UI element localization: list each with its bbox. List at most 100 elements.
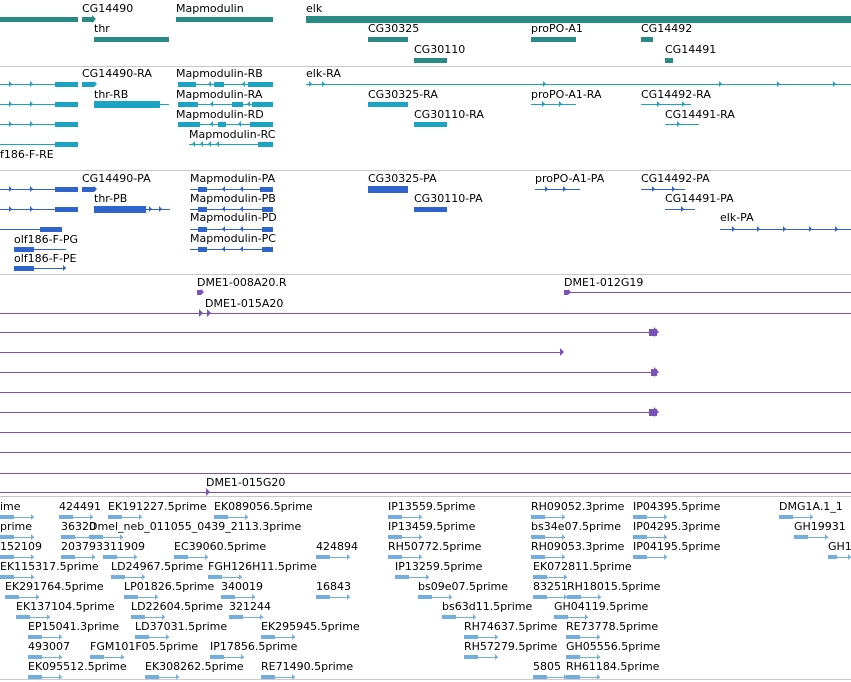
clone-end[interactable] — [651, 369, 657, 376]
feature-intron-line[interactable] — [0, 392, 851, 393]
feature-intron-line[interactable] — [0, 332, 655, 333]
feature-block[interactable] — [94, 101, 160, 108]
clone-end[interactable] — [564, 290, 568, 295]
transcript-label[interactable]: CG14491-RA — [665, 108, 735, 121]
feature-intron-line[interactable] — [14, 268, 66, 269]
est-line[interactable] — [464, 657, 498, 658]
transcript-label[interactable]: CG30325-RA — [368, 88, 438, 101]
feature-block[interactable] — [214, 82, 224, 87]
est-label[interactable]: IP13459.5prime — [388, 520, 476, 533]
gene-label[interactable]: CG14491 — [665, 43, 717, 56]
gene-bar[interactable] — [176, 17, 273, 22]
est-label[interactable]: EK095512.5prime — [28, 660, 127, 673]
feature-block[interactable] — [414, 207, 447, 212]
feature-block[interactable] — [198, 187, 207, 192]
est-line[interactable] — [59, 517, 93, 518]
est-line[interactable] — [89, 537, 123, 538]
protein-label[interactable]: CG30110-PA — [414, 192, 483, 205]
feature-intron-line[interactable] — [0, 209, 78, 210]
est-label[interactable]: 493007 — [28, 640, 70, 653]
feature-block[interactable] — [252, 102, 273, 107]
gene-bar[interactable] — [368, 37, 408, 42]
est-line[interactable] — [388, 537, 422, 538]
est-line[interactable] — [554, 617, 588, 618]
est-line[interactable] — [633, 517, 667, 518]
est-label[interactable]: EK291764.5prime — [5, 580, 104, 593]
gene-bar[interactable] — [94, 37, 169, 42]
transcript-label[interactable]: f186-F-RE — [0, 148, 54, 161]
feature-block[interactable] — [218, 122, 226, 127]
feature-block[interactable] — [198, 247, 207, 252]
transcript-label[interactable]: proPO-A1-RA — [531, 88, 602, 101]
feature-intron-line[interactable] — [0, 473, 851, 474]
feature-intron-line[interactable] — [641, 104, 691, 105]
est-label[interactable]: 16843 — [316, 580, 351, 593]
protein-label[interactable]: Mapmodulin-PA — [190, 172, 276, 185]
feature-intron-line[interactable] — [0, 452, 851, 453]
feature-block[interactable] — [260, 187, 273, 192]
est-label[interactable]: RH61184.5prime — [566, 660, 660, 673]
feature-intron-line[interactable] — [190, 249, 273, 250]
clone-label[interactable]: DME1-012G19 — [564, 276, 644, 289]
est-label[interactable]: 36320 — [61, 520, 96, 533]
est-line[interactable] — [779, 517, 813, 518]
gene-bar[interactable] — [306, 16, 851, 23]
est-line[interactable] — [566, 677, 600, 678]
gene-bar[interactable] — [665, 58, 673, 63]
est-label[interactable]: EK115317.5prime — [0, 560, 99, 573]
est-label[interactable]: 5805 — [533, 660, 561, 673]
clone-label[interactable]: DME1-008A20.R — [197, 276, 287, 289]
feature-intron-line[interactable] — [665, 124, 699, 125]
feature-intron-line[interactable] — [0, 229, 62, 230]
est-label[interactable]: IP13259.5prime — [395, 560, 483, 573]
est-label[interactable]: RH74637.5prime — [464, 620, 558, 633]
feature-block[interactable] — [198, 207, 207, 212]
feature-block[interactable] — [368, 102, 408, 107]
feature-intron-line[interactable] — [0, 144, 78, 145]
feature-intron-line[interactable] — [641, 189, 685, 190]
est-label[interactable]: IP04195.5prime — [633, 540, 721, 553]
est-line[interactable] — [16, 617, 50, 618]
est-line[interactable] — [0, 577, 34, 578]
transcript-label[interactable]: Mapmodulin-RA — [176, 88, 263, 101]
est-label[interactable]: Dmel_neb_011055_0439_2113.3prime — [89, 520, 302, 533]
gene-bar[interactable] — [414, 58, 447, 63]
feature-block[interactable] — [368, 186, 408, 193]
feature-intron-line[interactable] — [196, 84, 273, 85]
protein-label[interactable]: proPO-A1-PA — [535, 172, 605, 185]
est-label[interactable]: ime — [0, 500, 21, 513]
est-label[interactable]: EK137104.5prime — [16, 600, 115, 613]
est-line[interactable] — [229, 617, 263, 618]
transcript-label[interactable]: thr-RB — [94, 88, 129, 101]
est-label[interactable]: FGM101F05.5prime — [90, 640, 199, 653]
est-line[interactable] — [103, 557, 137, 558]
est-line[interactable] — [388, 557, 422, 558]
transcript-label[interactable]: Mapmodulin-RC — [189, 128, 276, 141]
protein-label[interactable]: CG14492-PA — [641, 172, 710, 185]
est-line[interactable] — [395, 577, 429, 578]
est-label[interactable]: bs34e07.5prime — [531, 520, 622, 533]
est-line[interactable] — [828, 557, 851, 558]
feature-intron-line[interactable] — [0, 189, 78, 190]
gene-bar[interactable] — [0, 17, 78, 22]
gene-bar[interactable] — [531, 37, 576, 42]
est-label[interactable]: GH19931 — [794, 520, 846, 533]
feature-block[interactable] — [14, 247, 34, 252]
est-line[interactable] — [464, 637, 498, 638]
feature-block[interactable] — [82, 82, 94, 87]
feature-intron-line[interactable] — [200, 124, 273, 125]
est-label[interactable]: DMG1A.1_1 — [779, 500, 843, 513]
est-label[interactable]: 311909 — [103, 540, 145, 553]
transcript-label[interactable]: CG30110-RA — [414, 108, 484, 121]
est-line[interactable] — [0, 557, 34, 558]
est-line[interactable] — [111, 577, 145, 578]
est-line[interactable] — [533, 577, 567, 578]
est-label[interactable]: bs63d11.5prime — [442, 600, 533, 613]
est-label[interactable]: GH04119.5prime — [554, 600, 649, 613]
feature-block[interactable] — [250, 122, 273, 127]
feature-block[interactable] — [198, 227, 207, 232]
gene-label[interactable]: thr — [94, 22, 110, 35]
est-label[interactable]: 152109 — [0, 540, 42, 553]
feature-block[interactable] — [55, 82, 78, 87]
transcript-label[interactable]: elk-RA — [306, 67, 341, 80]
